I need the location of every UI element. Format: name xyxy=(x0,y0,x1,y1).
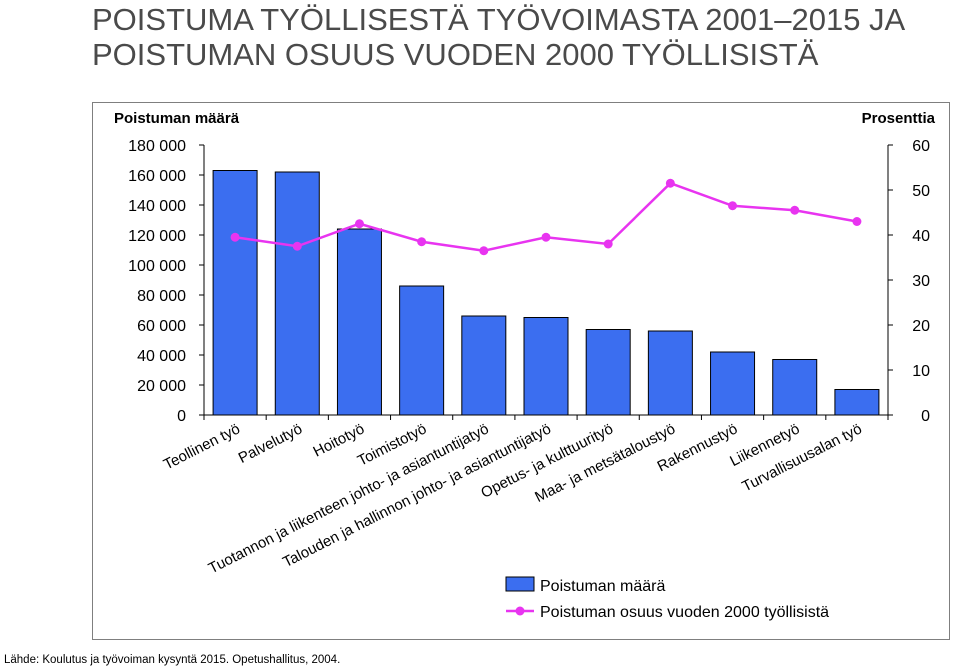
bar xyxy=(834,389,880,416)
y-tick-label: 0 xyxy=(177,408,186,425)
y-tick-label: 20 000 xyxy=(137,378,186,395)
chart-title-line-2: POISTUMAN OSUUS VUODEN 2000 TYÖLLISISTÄ xyxy=(92,37,819,72)
bar xyxy=(336,228,382,416)
y-tick-label: 60 000 xyxy=(137,318,186,335)
line-point xyxy=(417,237,427,247)
bar xyxy=(212,170,258,416)
line-point xyxy=(479,246,489,256)
legend-label-line: Poistuman osuus vuoden 2000 työllisistä xyxy=(540,604,829,621)
y-tick-label: 120 000 xyxy=(128,228,186,245)
line-point xyxy=(728,201,738,211)
y-tick-label: 140 000 xyxy=(128,198,186,215)
chart-title: POISTUMA TYÖLLISESTÄ TYÖVOIMASTA 2001–20… xyxy=(92,2,952,72)
source-note: Lähde: Koulutus ja työvoiman kysyntä 201… xyxy=(4,654,341,666)
y-tick-label: 80 000 xyxy=(137,288,186,305)
y-tick-label: 180 000 xyxy=(128,138,186,155)
y2-tick-label: 40 xyxy=(912,228,930,245)
bar xyxy=(585,329,631,416)
line-point xyxy=(852,217,862,226)
y2-axis-title: Prosenttia xyxy=(862,110,936,127)
legend-label-bars: Poistuman määrä xyxy=(540,578,665,595)
bar xyxy=(274,171,320,416)
line-point xyxy=(230,232,240,242)
y2-tick-label: 60 xyxy=(912,138,930,155)
y2-tick-label: 10 xyxy=(912,363,930,380)
line-point xyxy=(665,178,675,188)
bar xyxy=(523,317,569,416)
bar xyxy=(399,285,445,416)
category-label: Teollinen työ xyxy=(161,420,243,473)
category-label: Palvelutyö xyxy=(236,420,305,467)
legend-bar-swatch xyxy=(505,576,535,592)
line-point xyxy=(603,239,613,249)
y2-tick-label: 0 xyxy=(921,408,930,425)
bar xyxy=(710,351,756,416)
y2-tick-label: 50 xyxy=(912,183,930,200)
y2-tick-label: 20 xyxy=(912,318,930,335)
y-tick-label: 100 000 xyxy=(128,258,186,275)
chart-title-line-1: POISTUMA TYÖLLISESTÄ TYÖVOIMASTA 2001–20… xyxy=(92,2,906,37)
y-axis-title: Poistuman määrä xyxy=(114,110,240,127)
bar xyxy=(647,330,693,416)
bar xyxy=(461,315,507,416)
y-tick-label: 160 000 xyxy=(128,168,186,185)
line-point xyxy=(541,232,551,242)
line-point xyxy=(354,219,364,229)
line-point xyxy=(790,205,800,215)
bar xyxy=(772,359,818,416)
chart-frame xyxy=(92,102,950,640)
y2-tick-label: 30 xyxy=(912,273,930,290)
y-tick-label: 40 000 xyxy=(137,348,186,365)
legend-line-marker xyxy=(515,606,525,616)
line-point xyxy=(292,241,302,251)
